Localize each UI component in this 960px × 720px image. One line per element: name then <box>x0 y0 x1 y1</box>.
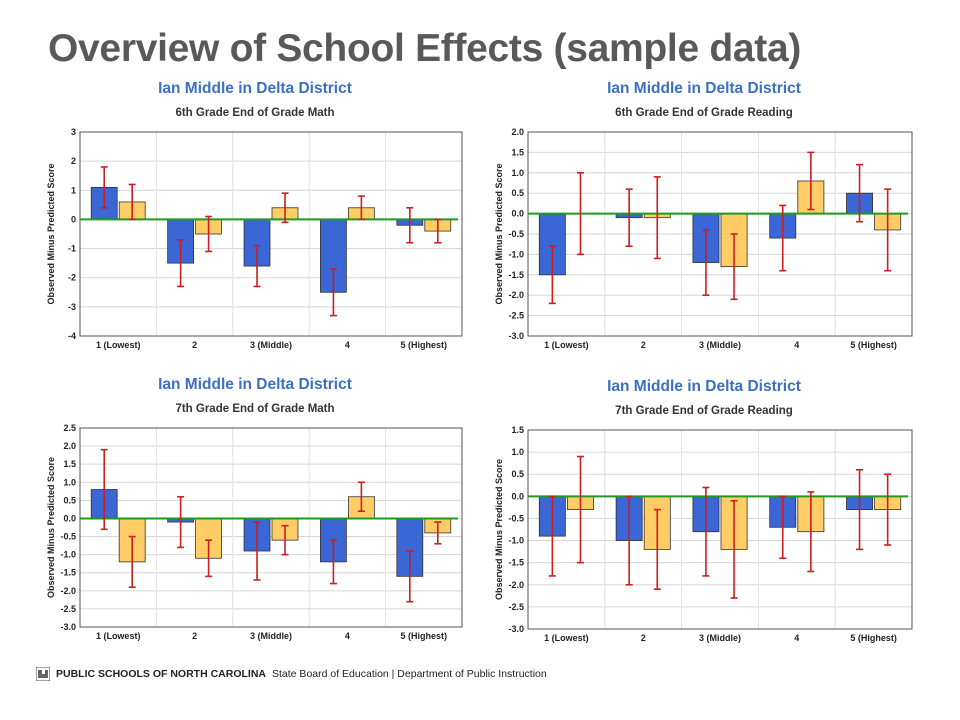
y-axis-label: Observed Minus Predicted Score <box>494 459 504 600</box>
y-tick-label: -2.0 <box>60 586 76 596</box>
footer-org: PUBLIC SCHOOLS OF NORTH CAROLINA <box>56 668 266 680</box>
y-tick-label: -1.0 <box>60 550 76 560</box>
y-tick-label: 1.5 <box>63 459 76 469</box>
y-tick-label: -1.5 <box>508 270 524 280</box>
x-category-label: 1 (Lowest) <box>544 633 589 643</box>
x-category-label: 2 <box>641 340 646 350</box>
y-tick-label: -0.5 <box>60 532 76 542</box>
y-tick-label: 2.0 <box>511 127 524 137</box>
y-axis-label: Observed Minus Predicted Score <box>46 457 56 598</box>
y-tick-label: 0 <box>71 214 76 224</box>
y-tick-label: -1.0 <box>508 249 524 259</box>
y-tick-label: 1.5 <box>511 425 524 435</box>
x-category-label: 5 (Highest) <box>401 340 448 350</box>
x-category-label: 5 (Highest) <box>850 340 897 350</box>
x-category-label: 3 (Middle) <box>250 340 292 350</box>
chart-title: Ian Middle in Delta District <box>607 378 801 395</box>
footer-dept: State Board of Education | Department of… <box>272 668 547 680</box>
x-category-label: 3 (Middle) <box>250 631 292 641</box>
plot-frame <box>79 131 463 337</box>
slide-title: Overview of School Effects (sample data) <box>48 27 802 70</box>
x-category-label: 4 <box>345 631 350 641</box>
y-tick-label: 0.0 <box>63 513 76 523</box>
chart-subtitle: 6th Grade End of Grade Math <box>175 107 334 119</box>
y-tick-label: 1.0 <box>511 447 524 457</box>
y-tick-label: 2.5 <box>63 423 76 433</box>
y-axis-label: Observed Minus Predicted Score <box>46 163 56 304</box>
y-tick-label: 1 <box>71 185 76 195</box>
y-tick-label: 0.0 <box>511 491 524 501</box>
y-tick-label: 1.5 <box>511 147 524 157</box>
x-category-label: 1 (Lowest) <box>96 631 141 641</box>
y-tick-label: 0.5 <box>63 495 76 505</box>
chart-svg: Ian Middle in Delta District 7th Grade En… <box>494 378 913 643</box>
y-tick-label: -2.0 <box>508 290 524 300</box>
y-tick-label: -1.5 <box>60 568 76 578</box>
x-category-label: 5 (Highest) <box>401 631 448 641</box>
y-tick-label: 3 <box>71 127 76 137</box>
y-tick-label: -1 <box>68 244 76 254</box>
y-tick-label: -3.0 <box>60 622 76 632</box>
y-axis-label: Observed Minus Predicted Score <box>494 163 504 304</box>
chart-subtitle: 7th Grade End of Grade Math <box>175 403 334 415</box>
chart-subtitle: 6th Grade End of Grade Reading <box>615 107 793 119</box>
y-tick-label: -2 <box>68 273 76 283</box>
chart-7th-math: Ian Middle in Delta District 7th Grade En… <box>40 372 470 652</box>
y-tick-label: -3.0 <box>508 331 524 341</box>
nc-dpi-logo-icon <box>36 667 50 681</box>
y-tick-label: 0.5 <box>511 469 524 479</box>
y-tick-label: -2.5 <box>60 604 76 614</box>
y-tick-label: -3 <box>68 302 76 312</box>
y-tick-label: -2.0 <box>508 580 524 590</box>
y-tick-label: -0.5 <box>508 229 524 239</box>
plot-frame <box>527 131 913 337</box>
chart-subtitle: 7th Grade End of Grade Reading <box>615 405 793 417</box>
y-tick-label: -2.5 <box>508 602 524 612</box>
x-category-label: 1 (Lowest) <box>544 340 589 350</box>
plot-frame <box>79 427 463 628</box>
chart-7th-reading: Ian Middle in Delta District 7th Grade En… <box>488 374 920 654</box>
y-tick-label: 1.0 <box>63 477 76 487</box>
x-category-label: 5 (Highest) <box>850 633 897 643</box>
x-category-label: 2 <box>192 340 197 350</box>
footer: PUBLIC SCHOOLS OF NORTH CAROLINA State B… <box>36 664 547 684</box>
y-tick-label: -1.5 <box>508 558 524 568</box>
chart-svg: Ian Middle in Delta District 6th Grade En… <box>46 80 463 350</box>
y-tick-label: 0.0 <box>511 209 524 219</box>
chart-6th-reading: Ian Middle in Delta District 6th Grade En… <box>488 76 920 361</box>
chart-title: Ian Middle in Delta District <box>158 376 352 393</box>
y-tick-label: -1.0 <box>508 536 524 546</box>
chart-6th-math: Ian Middle in Delta District 6th Grade En… <box>40 76 470 361</box>
chart-svg: Ian Middle in Delta District 7th Grade En… <box>46 376 463 641</box>
chart-svg: Ian Middle in Delta District 6th Grade En… <box>494 80 913 350</box>
plot-frame <box>527 429 913 630</box>
x-category-label: 4 <box>794 340 799 350</box>
y-tick-label: 1.0 <box>511 168 524 178</box>
y-tick-label: 2.0 <box>63 441 76 451</box>
y-tick-label: 2 <box>71 156 76 166</box>
y-tick-label: -4 <box>68 331 76 341</box>
x-category-label: 2 <box>192 631 197 641</box>
x-category-label: 3 (Middle) <box>699 633 741 643</box>
x-category-label: 2 <box>641 633 646 643</box>
y-tick-label: -3.0 <box>508 624 524 634</box>
y-tick-label: -0.5 <box>508 513 524 523</box>
x-category-label: 4 <box>345 340 350 350</box>
x-category-label: 3 (Middle) <box>699 340 741 350</box>
chart-title: Ian Middle in Delta District <box>158 80 352 97</box>
chart-title: Ian Middle in Delta District <box>607 80 801 97</box>
y-tick-label: -2.5 <box>508 311 524 321</box>
x-category-label: 4 <box>794 633 799 643</box>
x-category-label: 1 (Lowest) <box>96 340 141 350</box>
y-tick-label: 0.5 <box>511 188 524 198</box>
